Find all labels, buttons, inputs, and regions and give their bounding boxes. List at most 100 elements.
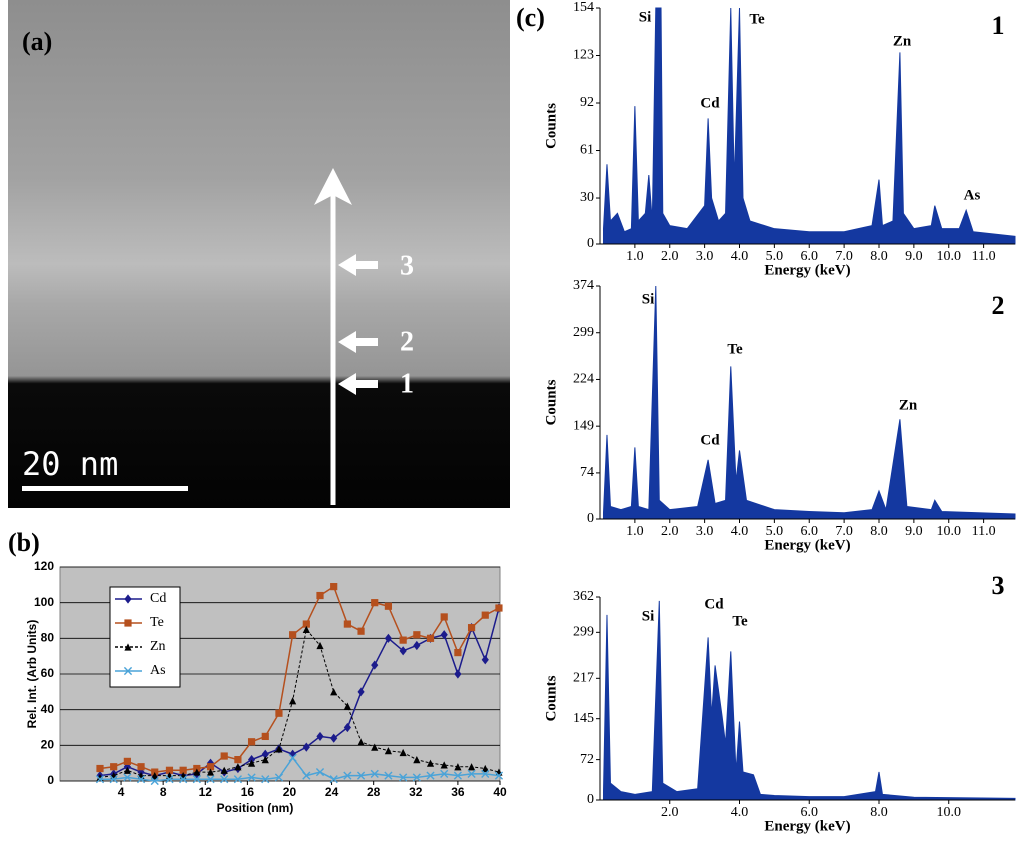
x-tick-label: 6.0 <box>800 805 818 820</box>
marker <box>454 669 462 679</box>
marker <box>165 775 174 784</box>
arrow-head <box>314 168 352 205</box>
marker <box>151 772 159 780</box>
x-axis-label: Position (nm) <box>217 801 294 815</box>
marker <box>136 775 146 784</box>
y-axis-label: Counts <box>543 675 559 721</box>
x-tick-label: 10.0 <box>936 524 961 539</box>
x-tick-label: 10.0 <box>936 805 961 820</box>
x-tick-label: 8.0 <box>870 524 888 539</box>
y-tick-label: 0 <box>47 773 54 787</box>
marker <box>384 602 393 610</box>
marker <box>220 766 228 774</box>
marker <box>275 745 283 753</box>
panel-label: (c) <box>516 3 545 32</box>
marker <box>247 759 256 767</box>
marker <box>206 768 215 776</box>
y-tick-label: 61 <box>580 143 594 158</box>
marker <box>302 771 311 780</box>
marker <box>110 763 118 771</box>
marker <box>275 709 283 717</box>
y-tick-label: 123 <box>573 48 594 63</box>
legend-label: Cd <box>150 591 166 606</box>
marker <box>109 775 118 784</box>
position-marker: 3 <box>400 250 414 281</box>
marker <box>123 666 133 676</box>
marker <box>233 775 242 784</box>
marker <box>467 624 476 632</box>
position-arrows <box>338 254 378 395</box>
peak-label: Zn <box>893 33 912 49</box>
marker <box>124 594 132 604</box>
marker <box>289 631 297 639</box>
marker <box>179 775 188 784</box>
marker <box>343 771 352 780</box>
marker <box>261 749 269 759</box>
marker <box>384 633 393 643</box>
marker <box>274 773 284 782</box>
tem-image <box>8 0 510 508</box>
y-tick-label: 362 <box>573 589 594 604</box>
marker <box>343 702 351 710</box>
peak-label: Te <box>732 613 748 629</box>
x-tick-label: 9.0 <box>905 524 923 539</box>
peak-label: Si <box>639 9 652 25</box>
y-tick-label: 154 <box>573 0 594 15</box>
marker <box>288 753 297 762</box>
marker <box>123 766 131 774</box>
marker <box>206 775 215 784</box>
x-tick-label: 5.0 <box>766 249 784 264</box>
x-tick-label: 6.0 <box>800 524 818 539</box>
marker <box>495 604 503 612</box>
x-tick-label: 10.0 <box>936 249 961 264</box>
y-tick-label: 217 <box>573 671 594 686</box>
x-tick-label: 11.0 <box>972 249 996 264</box>
scale-bar <box>22 486 188 491</box>
y-tick-label: 74 <box>580 465 594 480</box>
y-tick-label: 20 <box>41 738 55 752</box>
x-tick-label: 4.0 <box>731 805 749 820</box>
y-tick-label: 92 <box>580 95 594 110</box>
marker <box>315 767 325 777</box>
marker <box>192 775 201 784</box>
marker <box>302 742 310 752</box>
marker <box>193 768 201 776</box>
marker <box>357 627 365 635</box>
marker <box>261 756 269 764</box>
marker <box>123 757 131 765</box>
peak-label: Si <box>642 608 655 624</box>
marker <box>234 756 242 764</box>
marker <box>399 773 408 782</box>
marker <box>399 636 407 644</box>
peak-label: Cd <box>700 432 720 448</box>
scale-bar-label: 20 nm <box>22 445 118 483</box>
marker <box>96 764 104 773</box>
legend <box>109 586 181 688</box>
marker <box>247 773 256 782</box>
x-tick-label: 28 <box>367 785 381 799</box>
x-tick-label: 8.0 <box>870 249 888 264</box>
x-axis-label: Energy (keV) <box>764 262 850 278</box>
marker <box>95 775 105 784</box>
marker <box>330 688 338 696</box>
spectrum <box>602 600 1016 801</box>
x-tick-label: 7.0 <box>835 524 853 539</box>
marker <box>481 769 490 778</box>
legend-label: Zn <box>150 639 166 654</box>
marker <box>261 775 270 784</box>
x-axis-label: Energy (keV) <box>764 818 850 834</box>
marker <box>399 748 407 757</box>
marker <box>179 766 187 774</box>
x-tick-label: 3.0 <box>696 249 714 264</box>
marker <box>371 599 379 607</box>
x-tick-label: 32 <box>409 785 423 799</box>
marker <box>261 732 269 741</box>
y-tick-label: 299 <box>573 625 594 640</box>
marker <box>481 611 489 619</box>
y-tick-label: 120 <box>34 559 54 573</box>
x-tick-label: 7.0 <box>835 249 853 264</box>
marker <box>316 591 324 600</box>
marker <box>123 773 132 782</box>
peak-label: Zn <box>899 397 918 413</box>
